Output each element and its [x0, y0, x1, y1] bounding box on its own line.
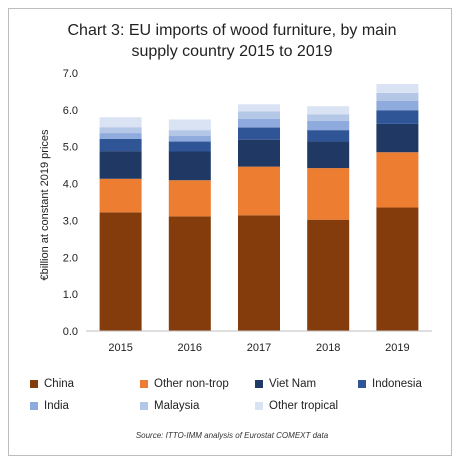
legend-swatch [255, 380, 263, 388]
x-tick-label: 2018 [316, 342, 340, 354]
legend-item: China [30, 378, 74, 390]
bar-segment-indonesia-2018 [307, 130, 350, 142]
legend-item: India [30, 400, 69, 412]
legend-swatch [255, 402, 263, 410]
legend-swatch [358, 380, 366, 388]
legend-label: Malaysia [154, 400, 200, 412]
legend-item: Viet Nam [255, 378, 316, 390]
bar-segment-other-tropical-2015 [99, 117, 142, 128]
chart-title-line-2: supply country 2015 to 2019 [131, 43, 333, 60]
x-tick-label: 2017 [247, 342, 271, 354]
legend-label: Other tropical [269, 400, 339, 412]
legend-swatch [140, 380, 148, 388]
bar-segment-malaysia-2018 [307, 114, 350, 121]
bar-segment-china-2016 [168, 216, 211, 331]
y-tick-label: 7.0 [63, 68, 78, 80]
bar-segment-malaysia-2016 [168, 130, 211, 137]
bar-segment-china-2018 [307, 219, 350, 331]
bar-segment-malaysia-2015 [99, 127, 142, 134]
legend-label: Other non-trop [154, 378, 229, 390]
bar-segment-other-non-trop-2018 [307, 168, 350, 220]
x-axis-ticks: 2015 2016 2017 2018 2019 [108, 342, 409, 354]
bar-segment-indonesia-2015 [99, 138, 142, 152]
bar-segment-viet-nam-2016 [168, 151, 211, 181]
bar-segment-malaysia-2017 [238, 111, 280, 119]
legend-label: China [44, 378, 75, 390]
legend-label: India [44, 400, 69, 412]
bar-segment-other-non-trop-2017 [238, 166, 280, 216]
bar-segment-other-non-trop-2019 [376, 152, 419, 208]
y-tick-label: 0.0 [63, 326, 78, 338]
bar-segment-china-2017 [238, 215, 280, 331]
bar-segment-india-2018 [307, 120, 350, 131]
y-tick-label: 1.0 [63, 289, 78, 301]
legend-label: Indonesia [372, 378, 422, 390]
y-tick-label: 6.0 [63, 105, 78, 117]
legend-swatch [30, 380, 38, 388]
legend-swatch [30, 402, 38, 410]
bar-segment-indonesia-2019 [376, 110, 419, 124]
y-axis-label: €billion at constant 2019 prices [39, 129, 51, 281]
legend-swatch [140, 402, 148, 410]
bar-segment-other-tropical-2016 [168, 119, 211, 131]
y-tick-label: 5.0 [63, 142, 78, 154]
bar-segment-viet-nam-2017 [238, 139, 280, 167]
bar-segment-other-tropical-2018 [307, 106, 350, 115]
legend-item: Other non-trop [140, 378, 229, 390]
legend-item: Malaysia [140, 400, 199, 412]
bar-segment-malaysia-2019 [376, 92, 419, 102]
bar-segment-china-2019 [376, 207, 419, 331]
chart-title-line-1: Chart 3: EU imports of wood furniture, b… [67, 22, 397, 39]
y-tick-label: 4.0 [63, 179, 78, 191]
bar-segment-other-tropical-2017 [238, 104, 280, 112]
x-tick-label: 2019 [385, 342, 409, 354]
chart-title: Chart 3: EU imports of wood furniture, b… [20, 20, 444, 62]
bar-segment-viet-nam-2019 [376, 123, 419, 153]
y-tick-label: 2.0 [63, 252, 78, 264]
y-axis-ticks: 0.0 1.0 2.0 3.0 4.0 5.0 6.0 7.0 [63, 68, 78, 338]
bar-segment-indonesia-2016 [168, 141, 211, 152]
bar-segment-other-non-trop-2016 [168, 180, 211, 217]
bar-segment-other-tropical-2019 [376, 84, 419, 93]
x-tick-label: 2016 [178, 342, 202, 354]
source-note: Source: ITTO-IMM analysis of Eurostat CO… [135, 431, 329, 440]
bar-segment-india-2019 [376, 101, 419, 111]
bar-segment-indonesia-2017 [238, 127, 280, 140]
bar-segment-india-2015 [99, 133, 142, 139]
legend-label: Viet Nam [269, 378, 317, 390]
bar-segment-india-2017 [238, 118, 280, 128]
bar-segment-india-2016 [168, 136, 211, 142]
bar-segment-viet-nam-2015 [99, 151, 142, 179]
bar-segment-other-non-trop-2015 [99, 178, 142, 213]
x-tick-label: 2015 [108, 342, 132, 354]
bar-segment-viet-nam-2018 [307, 141, 350, 169]
legend-item: Other tropical [255, 400, 338, 412]
bar-segment-china-2015 [99, 212, 142, 331]
y-tick-label: 3.0 [63, 215, 78, 227]
legend-item: Indonesia [358, 378, 422, 390]
bars [99, 84, 419, 331]
